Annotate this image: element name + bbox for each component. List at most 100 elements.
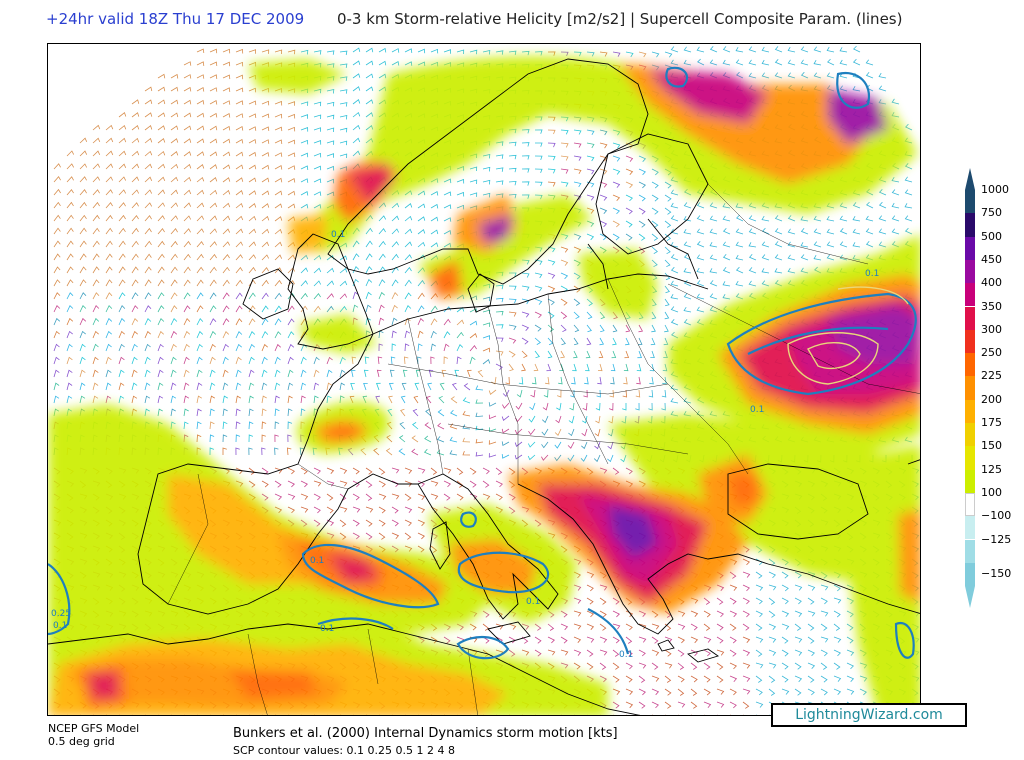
wind-barb [261,279,269,287]
wind-barb [365,214,373,222]
wind-barb [157,305,165,313]
wind-barb [105,395,112,404]
wind-barb [170,330,178,339]
wind-barb [339,532,347,540]
wind-barb [620,454,627,463]
wind-barb [391,241,399,248]
wind-barb [313,506,321,514]
wind-barb [144,215,152,222]
wind-barb [573,142,582,148]
wind-barb [690,636,699,644]
wind-barb [807,623,815,631]
wind-barb [300,165,309,171]
wind-barb [449,436,458,443]
wind-barb [852,202,861,209]
wind-barb [430,467,438,475]
wind-barb [800,242,809,248]
wind-barb [365,125,374,131]
wind-barb [598,350,604,359]
wind-barb [196,408,202,417]
grid-resolution: 0.5 deg grid [48,735,115,748]
brand-logo: LightningWizard.com [771,703,967,727]
wind-barb [430,356,435,365]
wind-barb [183,215,192,222]
wind-barb [665,714,666,715]
wind-barb [748,254,757,261]
wind-barb [456,178,465,184]
wind-barb [690,688,698,696]
wind-barb [853,45,861,53]
wind-barb [547,636,555,644]
wind-barb [600,714,601,715]
wind-barb [131,189,140,196]
wind-barb [852,255,861,261]
wind-barb [157,202,166,209]
wind-barb [508,154,517,160]
wind-barb [852,228,861,235]
wind-barb [157,189,166,196]
wind-barb [404,532,412,540]
wind-barb [92,163,101,170]
wind-barb [534,155,543,161]
wind-barb [729,584,738,591]
legend-label: 100 [981,485,1002,499]
wind-barb [637,337,643,346]
wind-barb [709,202,718,209]
wind-barb [651,675,660,682]
wind-barb [651,246,658,254]
wind-barb [66,227,74,235]
wind-barb [690,662,698,670]
wind-barb [560,168,569,174]
wind-barb [170,356,177,365]
wind-barb [196,292,204,300]
wind-barb [748,242,757,248]
wind-barb [391,467,400,474]
wind-barb [378,480,386,488]
wind-barb [729,597,737,605]
wind-barb [222,331,230,339]
wind-barb [131,112,140,118]
wind-barb [462,424,471,430]
wind-barb [608,415,614,424]
wind-barb [400,395,406,404]
wind-barb [482,322,491,327]
wind-barb [365,86,374,92]
wind-barb [105,214,113,222]
wind-barb [787,46,796,53]
wind-barb [53,292,61,300]
wind-barb [352,137,361,144]
wind-barb [222,189,231,196]
wind-barb [326,63,335,68]
wind-barb [183,74,192,79]
wind-barb [300,408,306,417]
wind-barb [313,305,321,313]
wind-barb [248,203,257,209]
wind-barb [313,493,321,501]
wind-barb [261,254,270,261]
wind-barb [612,207,620,215]
wind-barb [157,150,166,157]
wind-barb [787,72,796,79]
wind-barb [531,376,537,385]
wind-barb [521,155,530,160]
wind-barb [144,112,153,118]
wind-barb [144,163,153,170]
wind-barb [118,240,126,248]
wind-barb [235,279,243,287]
wind-barb [573,337,579,346]
wind-barb [846,610,854,618]
wind-barb [716,701,725,708]
wind-barb [475,399,484,404]
wind-barb [535,142,543,147]
wind-barb [144,202,153,209]
wind-barb [612,701,620,709]
wind-barb [404,545,413,552]
wind-barb [391,266,399,274]
wind-barb [586,129,595,135]
wind-barb [92,214,100,222]
wind-barb [235,241,244,248]
wind-barb [729,649,737,657]
wind-barb [92,330,99,339]
wind-barb [612,181,621,188]
wind-barb [170,318,178,326]
